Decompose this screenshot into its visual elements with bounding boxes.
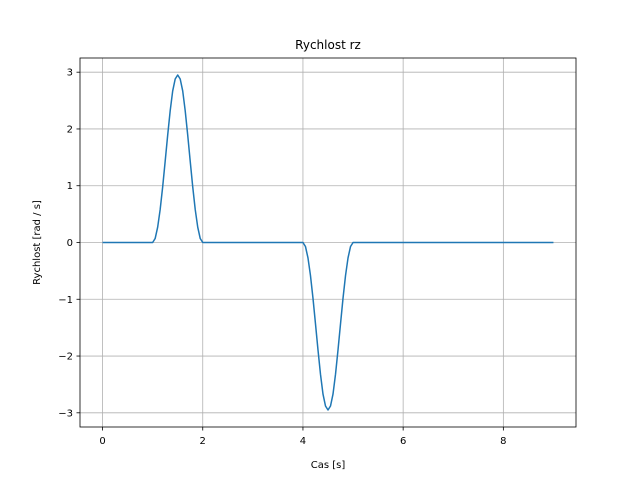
y-axis-label: Rychlost [rad / s]: [32, 200, 43, 285]
x-tick-label: 2: [200, 436, 206, 447]
x-tick-label: 8: [500, 436, 506, 447]
series-line: [102, 74, 554, 411]
y-tick-label: −2: [58, 352, 73, 363]
y-tick-label: 1: [67, 181, 73, 192]
x-tick-label: 4: [300, 436, 306, 447]
x-tick-label: 6: [400, 436, 406, 447]
x-tick-label: 0: [99, 436, 105, 447]
x-axis-label: Cas [s]: [311, 460, 346, 471]
y-tick-label: 0: [67, 238, 73, 249]
y-tick-label: 3: [67, 68, 73, 79]
ticks: 0 2 4 6 8 −3 −2 −1 0 1 2 3: [58, 68, 506, 447]
y-tick-label: 2: [67, 124, 73, 135]
y-tick-label: −3: [58, 408, 73, 419]
series-layer: [102, 74, 554, 411]
chart-title: Rychlost rz: [295, 38, 361, 52]
plot-frame: [79, 57, 577, 428]
y-tick-label: −1: [58, 295, 73, 306]
